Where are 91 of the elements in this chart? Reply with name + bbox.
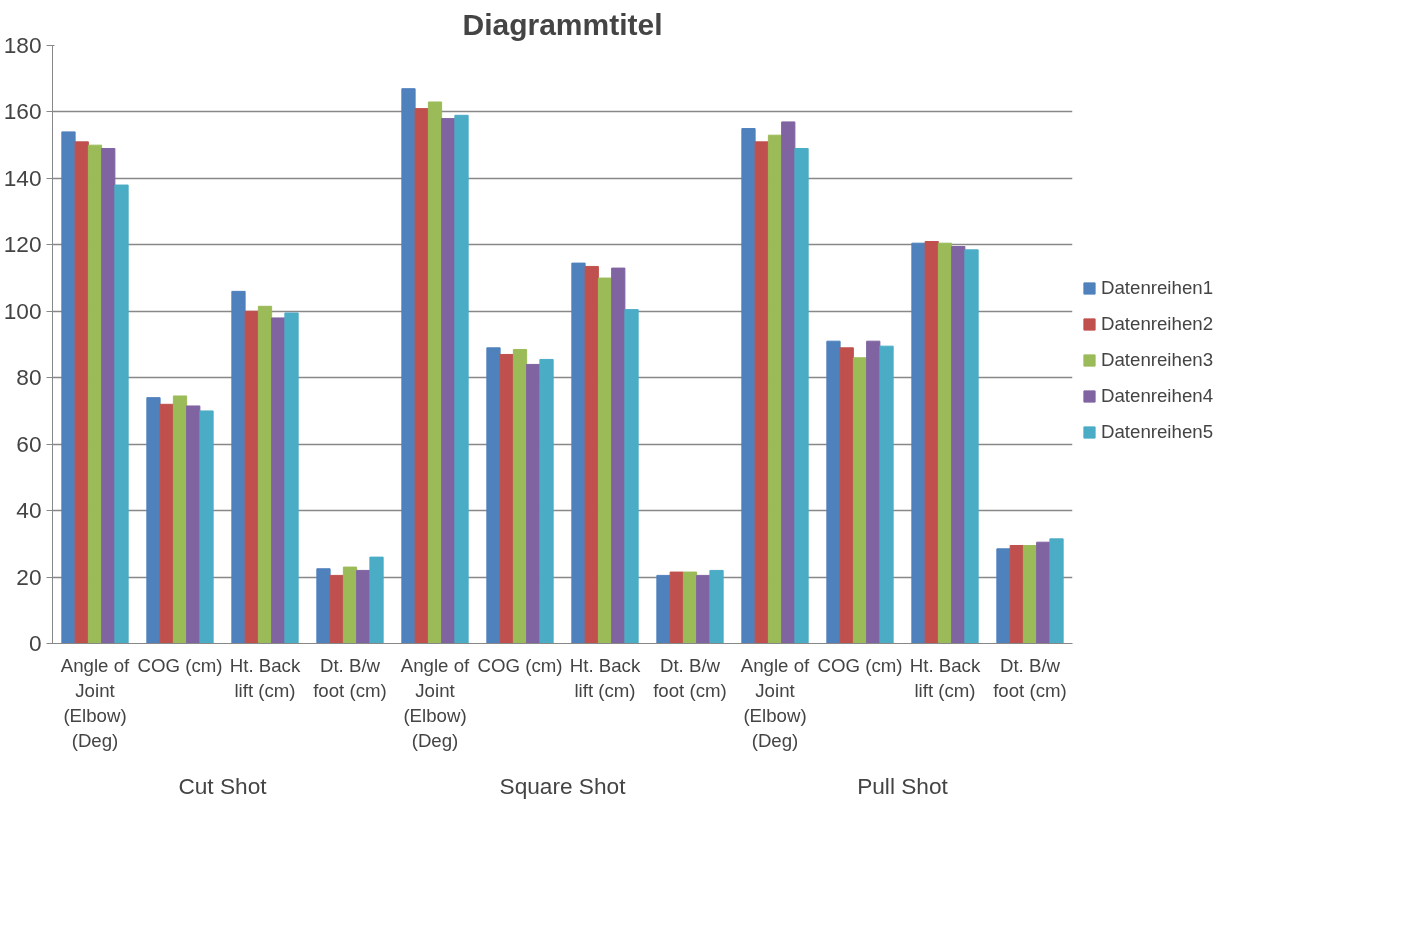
bar bbox=[401, 88, 416, 644]
bar bbox=[866, 340, 881, 644]
legend-label: Datenreihen4 bbox=[1101, 385, 1214, 407]
bar bbox=[87, 144, 103, 644]
bar bbox=[101, 147, 116, 644]
bar bbox=[271, 317, 286, 644]
bar bbox=[924, 241, 939, 644]
bar bbox=[1009, 544, 1024, 644]
bar bbox=[114, 184, 129, 644]
bar bbox=[597, 277, 613, 644]
bar bbox=[1036, 541, 1051, 644]
bar bbox=[852, 357, 868, 644]
x-tick-label: Angle of Joint (Elbow) (Deg) bbox=[60, 654, 131, 752]
bar bbox=[257, 305, 273, 644]
x-tick-label: Dt. B/w foot (cm) bbox=[313, 654, 387, 701]
bar bbox=[741, 128, 756, 644]
bar bbox=[611, 267, 626, 644]
y-tick-label: 160 bbox=[3, 98, 42, 125]
bar bbox=[441, 118, 456, 644]
bar bbox=[342, 566, 358, 644]
text: Square Shot bbox=[499, 772, 627, 799]
bar bbox=[512, 348, 528, 644]
x-tick-label: Ht. Back lift (cm) bbox=[569, 654, 641, 701]
bar bbox=[499, 353, 514, 644]
bar bbox=[1022, 544, 1038, 644]
bar bbox=[669, 571, 684, 644]
bar bbox=[682, 571, 698, 644]
bar bbox=[356, 569, 371, 644]
legend-label: Datenreihen1 bbox=[1101, 277, 1214, 299]
x-tick-label: Dt. B/w foot (cm) bbox=[653, 654, 727, 701]
bar bbox=[709, 569, 724, 644]
bar bbox=[316, 568, 331, 644]
bar bbox=[186, 405, 201, 644]
y-tick-label: 80 bbox=[16, 364, 42, 391]
text: Cut Shot bbox=[178, 772, 268, 799]
bar bbox=[427, 101, 443, 644]
y-tick-label: 100 bbox=[3, 297, 42, 324]
bar bbox=[794, 147, 809, 644]
x-tick-label: Ht. Back lift (cm) bbox=[909, 654, 981, 701]
bar bbox=[696, 574, 711, 644]
bar bbox=[951, 245, 966, 644]
bar bbox=[767, 134, 783, 644]
legend-label: Datenreihen2 bbox=[1101, 313, 1214, 335]
bar bbox=[146, 397, 161, 644]
bar bbox=[486, 347, 501, 644]
bar bbox=[231, 290, 246, 644]
y-tick-label: 140 bbox=[3, 164, 42, 191]
y-tick-label: 0 bbox=[28, 630, 42, 656]
bar bbox=[369, 556, 384, 644]
y-tick-label: 120 bbox=[3, 231, 42, 258]
text: Pull Shot bbox=[857, 772, 949, 799]
bar bbox=[584, 265, 599, 644]
x-tick-label: Angle of Joint (Elbow) (Deg) bbox=[740, 654, 811, 752]
bar bbox=[1049, 538, 1064, 644]
x-tick-label: Dt. B/w foot (cm) bbox=[993, 654, 1067, 701]
bar bbox=[937, 242, 953, 644]
bar bbox=[996, 548, 1011, 644]
y-tick-label: 20 bbox=[16, 563, 42, 590]
bar bbox=[656, 574, 671, 644]
y-tick-label: 40 bbox=[16, 497, 42, 524]
bar bbox=[754, 141, 769, 644]
bar bbox=[454, 114, 469, 644]
x-tick-label: COG (cm) bbox=[477, 654, 563, 676]
x-tick-label: COG (cm) bbox=[137, 654, 223, 676]
bar bbox=[526, 363, 541, 644]
bar bbox=[781, 121, 796, 644]
bar bbox=[839, 347, 854, 644]
bar bbox=[624, 309, 639, 644]
bar bbox=[329, 574, 344, 644]
bar bbox=[172, 395, 188, 644]
bar bbox=[199, 410, 214, 644]
x-tick-label: Ht. Back lift (cm) bbox=[229, 654, 301, 701]
bar bbox=[539, 358, 554, 644]
bar bbox=[159, 403, 174, 644]
y-tick-label: 60 bbox=[16, 430, 42, 457]
bar bbox=[911, 242, 926, 644]
legend-label: Datenreihen5 bbox=[1101, 421, 1214, 443]
x-tick-label: Angle of Joint (Elbow) (Deg) bbox=[400, 654, 471, 752]
chart-title: Diagrammtitel bbox=[462, 7, 663, 41]
bar bbox=[74, 141, 89, 644]
bar bbox=[414, 108, 429, 644]
bar bbox=[826, 340, 841, 644]
bar bbox=[571, 262, 586, 644]
y-tick-label: 180 bbox=[3, 32, 42, 58]
x-tick-label: COG (cm) bbox=[817, 654, 903, 676]
bar bbox=[244, 310, 259, 644]
bar bbox=[879, 345, 894, 644]
legend-label: Datenreihen3 bbox=[1101, 349, 1214, 371]
bar bbox=[61, 131, 76, 644]
bar bbox=[964, 249, 979, 644]
bar bbox=[284, 312, 299, 644]
